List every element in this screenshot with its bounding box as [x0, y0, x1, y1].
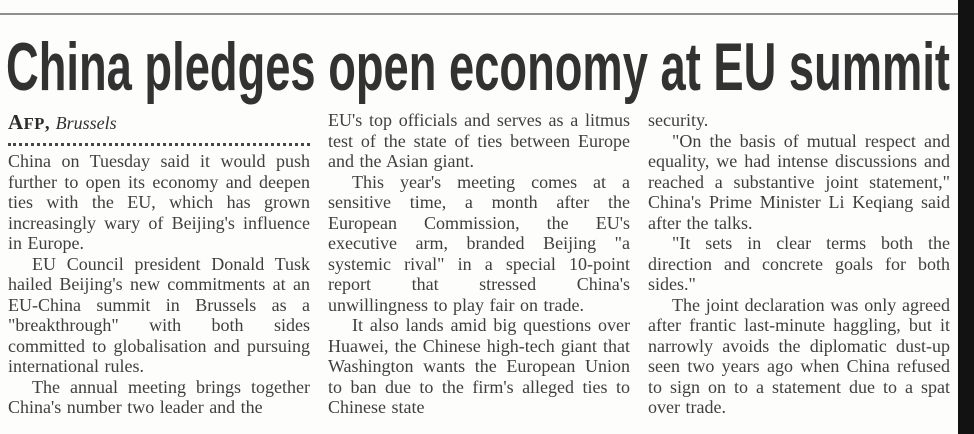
byline: AFP, Brussels: [8, 110, 310, 136]
article-paragraph: security.: [648, 110, 709, 130]
byline-location: Brussels: [55, 113, 117, 133]
article-column-2: EU's top officials and serves as a litmu…: [328, 110, 630, 418]
headline-text: China pledges open economy at EU summit: [6, 34, 950, 105]
article-paragraph: "On the basis of mutual respect and equa…: [648, 130, 950, 233]
byline-agency-initial: A: [8, 110, 24, 134]
article-paragraph: EU Council president Donald Tusk hailed …: [8, 253, 310, 377]
article-paragraph: China on Tuesday said it would push furt…: [8, 151, 310, 253]
article-column-1: AFP, Brussels China on Tuesday said it wo…: [8, 110, 310, 418]
scan-edge-bar: [958, 0, 974, 434]
dotted-separator: [8, 143, 310, 146]
top-rule: [0, 13, 958, 15]
byline-separator: ,: [44, 113, 50, 134]
article-paragraph: This year's meeting comes at a sensitive…: [328, 171, 630, 315]
article-column-3: security. "On the basis of mutual respect…: [648, 110, 950, 418]
article-paragraph: The joint declaration was only agreed af…: [648, 294, 950, 418]
article-paragraph: The annual meeting brings together China…: [8, 376, 310, 418]
column-3-paragraphs: security. "On the basis of mutual respect…: [648, 110, 950, 418]
headline-svg: China pledges open economy at EU summit: [6, 34, 950, 105]
article-paragraph: EU's top officials and serves as a litmu…: [328, 110, 630, 171]
column-2-paragraphs: EU's top officials and serves as a litmu…: [328, 110, 630, 418]
article-paragraph: It also lands amid big questions over Hu…: [328, 315, 630, 417]
headline: China pledges open economy at EU summit: [6, 34, 954, 106]
article-paragraph: "It sets in clear terms both the directi…: [648, 233, 950, 294]
article-columns: AFP, Brussels China on Tuesday said it wo…: [8, 110, 950, 418]
column-1-paragraphs: China on Tuesday said it would push furt…: [8, 151, 310, 418]
byline-agency-rest: FP: [23, 114, 45, 133]
